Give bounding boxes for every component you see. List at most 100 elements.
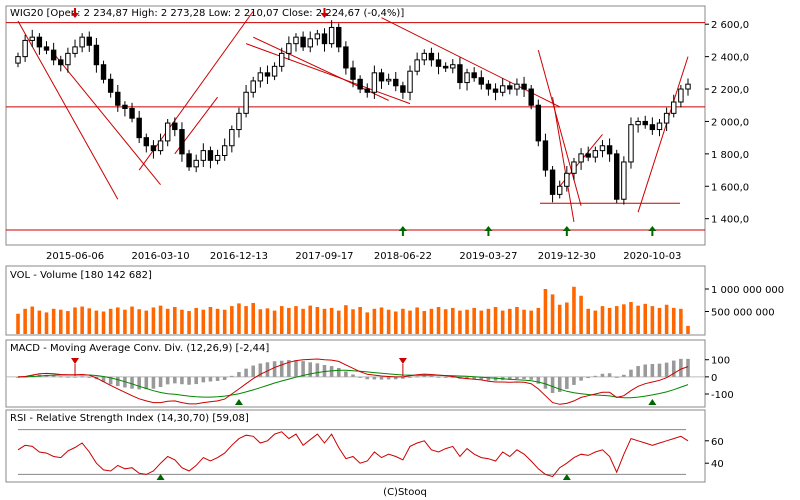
rsi-panel bbox=[5, 409, 706, 483]
volume-bar bbox=[550, 294, 555, 334]
macd-histogram-bar bbox=[194, 376, 198, 385]
volume-bar bbox=[279, 306, 284, 334]
volume-bar bbox=[529, 310, 533, 334]
candle bbox=[271, 65, 278, 77]
volume-bar bbox=[151, 307, 156, 334]
macd-histogram-bar bbox=[322, 365, 327, 377]
macd-histogram-bar bbox=[557, 376, 562, 392]
macd-histogram-bar bbox=[287, 360, 291, 377]
y-tick-label: 2 000,0 bbox=[711, 117, 749, 128]
candle bbox=[15, 56, 21, 64]
macd-histogram-bar bbox=[443, 376, 448, 378]
candle bbox=[393, 78, 399, 87]
volume-bar bbox=[386, 309, 391, 334]
candle bbox=[649, 124, 656, 131]
candle bbox=[628, 124, 634, 163]
volume-bar bbox=[643, 303, 648, 334]
candle bbox=[164, 122, 171, 142]
volume-bar bbox=[579, 295, 583, 334]
volume-bar bbox=[130, 306, 134, 334]
macd-histogram-bar bbox=[51, 375, 56, 377]
macd-histogram-bar bbox=[643, 364, 648, 377]
macd-histogram-bar bbox=[108, 376, 113, 385]
candle bbox=[314, 33, 321, 40]
candle bbox=[514, 83, 520, 90]
candle bbox=[599, 145, 606, 152]
macd-histogram-bar bbox=[258, 363, 263, 377]
x-tick-label: 2015-06-06 bbox=[46, 251, 104, 262]
candle bbox=[257, 72, 264, 82]
macd-down-arrow bbox=[398, 358, 407, 364]
macd-histogram-bar bbox=[386, 376, 391, 380]
macd-histogram-bar bbox=[622, 374, 626, 377]
volume-bar bbox=[443, 309, 448, 334]
macd-histogram-bar bbox=[401, 376, 405, 379]
candle bbox=[86, 36, 92, 46]
macd-histogram-bar bbox=[572, 376, 576, 385]
macd-histogram-bar bbox=[272, 361, 277, 377]
trend-line bbox=[552, 97, 575, 223]
macd-histogram-bar bbox=[465, 376, 469, 380]
trend-line bbox=[17, 20, 119, 200]
volume-bar bbox=[393, 311, 398, 334]
candle bbox=[457, 64, 463, 84]
volume-bar bbox=[565, 302, 569, 334]
candle bbox=[371, 72, 378, 93]
macd-histogram-bar bbox=[614, 376, 619, 378]
volume-bar bbox=[58, 309, 63, 334]
volume-bar bbox=[600, 306, 605, 334]
volume-bar bbox=[301, 308, 305, 334]
candle bbox=[635, 120, 641, 126]
volume-bar bbox=[379, 307, 384, 334]
macd-histogram-bar bbox=[279, 360, 284, 377]
volume-bar bbox=[144, 310, 149, 334]
up-arrow-marker bbox=[484, 226, 493, 236]
macd-up-arrow bbox=[648, 399, 657, 405]
volume-bar bbox=[636, 305, 640, 334]
macd-histogram-bar bbox=[329, 366, 334, 377]
volume-bar bbox=[187, 311, 191, 334]
volume-bar bbox=[515, 307, 519, 334]
candle bbox=[592, 150, 599, 158]
x-tick-label: 2017-09-17 bbox=[295, 251, 353, 262]
macd-histogram-bar bbox=[522, 376, 526, 380]
candle bbox=[385, 78, 392, 82]
macd-down-arrow bbox=[71, 358, 80, 364]
volume-bar bbox=[87, 308, 92, 334]
macd-histogram-bar bbox=[529, 376, 533, 380]
candle bbox=[549, 169, 556, 195]
x-tick-label: 2019-12-30 bbox=[538, 251, 596, 262]
y-tick-label: 1 800,0 bbox=[711, 150, 749, 161]
candle bbox=[250, 80, 256, 93]
volume-bar bbox=[215, 308, 220, 334]
macd-histogram-bar bbox=[308, 362, 313, 377]
trend-line bbox=[245, 43, 411, 105]
candle bbox=[400, 85, 406, 93]
y-tick-label: 1 600,0 bbox=[711, 182, 749, 193]
candle bbox=[264, 72, 271, 77]
macd-histogram-bar bbox=[536, 376, 541, 384]
volume-bar bbox=[23, 308, 27, 334]
macd-histogram-bar bbox=[244, 368, 248, 377]
volume-bar bbox=[686, 325, 690, 334]
candle bbox=[464, 72, 470, 84]
macd-histogram-bar bbox=[593, 375, 598, 377]
volume-bar bbox=[180, 309, 184, 334]
volume-bar bbox=[664, 304, 669, 334]
macd-histogram-bar bbox=[336, 367, 341, 377]
volume-bar bbox=[679, 308, 683, 334]
candle bbox=[214, 154, 221, 161]
macd-histogram-bar bbox=[679, 358, 683, 377]
down-arrow-marker bbox=[71, 8, 80, 18]
volume-bar bbox=[465, 309, 469, 334]
candle bbox=[378, 72, 385, 82]
x-tick-label: 2019-03-27 bbox=[459, 251, 517, 262]
volume-bar bbox=[237, 303, 241, 334]
candle bbox=[485, 83, 492, 90]
macd-histogram-bar bbox=[187, 376, 191, 385]
up-arrow-marker bbox=[648, 226, 657, 236]
macd-histogram-bar bbox=[101, 376, 106, 382]
price-panel-title: WIG20 [Open: 2 234,87 High: 2 273,28 Low… bbox=[10, 8, 404, 19]
macd-histogram-bar bbox=[365, 376, 370, 380]
rsi-tick-label: 60 bbox=[711, 437, 724, 448]
